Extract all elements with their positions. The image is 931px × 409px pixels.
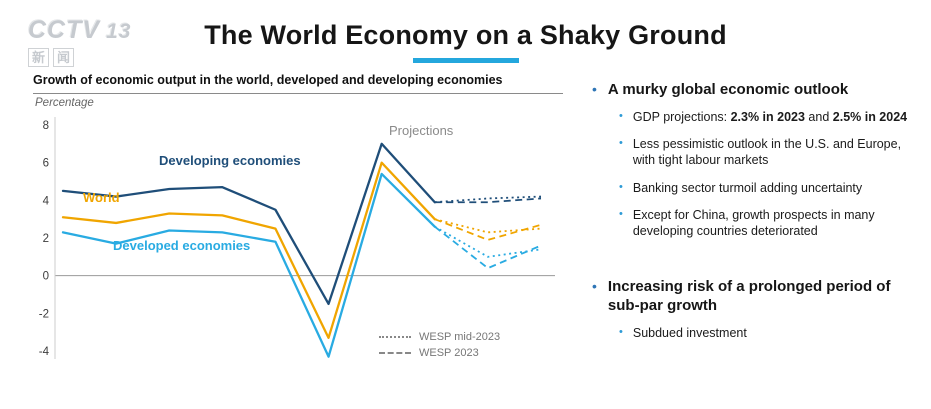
key-points-panel: • A murky global economic outlook • GDP … — [578, 71, 931, 363]
bullet-icon: • — [592, 278, 597, 295]
page-title: The World Economy on a Shaky Ground — [204, 20, 727, 50]
svg-text:-4: -4 — [39, 346, 50, 358]
svg-text:8: 8 — [43, 120, 49, 132]
chart-legend: WESP mid-2023 WESP 2023 — [379, 327, 500, 359]
svg-text:-2: -2 — [39, 308, 49, 320]
chart-canvas: 8 6 4 2 0 -2 -4 — [39, 117, 555, 359]
heading-rule — [33, 93, 563, 94]
legend-item-wesp-mid-2023: WESP mid-2023 — [379, 331, 500, 343]
list-item: • Except for China, growth prospects in … — [619, 207, 875, 238]
bullet-icon: • — [619, 207, 623, 220]
title-underline — [412, 58, 519, 63]
legend-item-wesp-2023: WESP 2023 — [379, 347, 500, 359]
bullet-icon: • — [592, 81, 597, 97]
cctv-logo-subtitle: 新 闻 — [28, 48, 131, 67]
projections-annotation: Projections — [389, 123, 454, 138]
series-label-world: World — [83, 190, 120, 205]
section-title-text: Increasing risk of a prolonged period of… — [607, 278, 891, 314]
svg-text:6: 6 — [43, 158, 49, 170]
list-item: • Subdued investment — [619, 325, 747, 340]
bullet-icon: • — [619, 180, 623, 193]
series-label-developed: Developed economies — [113, 238, 251, 253]
chart-heading: Growth of economic output in the world, … — [33, 73, 503, 87]
dashed-line-icon — [379, 352, 411, 354]
svg-text:4: 4 — [43, 195, 50, 207]
bullet-icon: • — [619, 137, 623, 149]
list-item: • GDP projections: 2.3% in 2023 and 2.5%… — [619, 109, 915, 125]
gdp-projections-text: GDP projections: 2.3% in 2023 and 2.5% i… — [632, 109, 908, 124]
cctv-logo-brand: CCTV — [28, 16, 101, 44]
svg-text:0: 0 — [43, 271, 49, 283]
content: Growth of economic output in the world, … — [0, 71, 931, 363]
bullet-icon: • — [619, 109, 623, 122]
chart-panel: Growth of economic output in the world, … — [0, 71, 578, 363]
y-axis-unit-label: Percentage — [35, 97, 94, 109]
line-chart: 8 6 4 2 0 -2 -4 Developing economies World Dev… — [33, 111, 573, 363]
dotted-line-icon — [379, 336, 411, 338]
header: The World Economy on a Shaky Ground — [0, 0, 931, 63]
svg-text:2: 2 — [43, 233, 49, 245]
section-gap — [592, 250, 915, 278]
cctv-logo: CCTV 13 新 闻 — [28, 16, 131, 67]
list-item: • Less pessimistic outlook in the U.S. a… — [619, 137, 902, 168]
bullet-icon: • — [619, 325, 623, 338]
list-item: • Banking sector turmoil adding uncertai… — [619, 180, 863, 195]
cctv-logo-text: CCTV 13 — [28, 16, 131, 45]
risk-sub-bullets: • Subdued investment — [619, 325, 915, 341]
cctv-logo-channel: 13 — [106, 20, 132, 43]
outlook-sub-bullets: • GDP projections: 2.3% in 2023 and 2.5%… — [619, 109, 915, 240]
series-label-developing: Developing economies — [159, 153, 301, 168]
section-title-risk: • Increasing risk of a prolonged period … — [592, 278, 915, 316]
section-title-outlook: • A murky global economic outlook — [592, 81, 915, 100]
legend-label: WESP 2023 — [419, 347, 479, 359]
legend-label: WESP mid-2023 — [419, 331, 501, 343]
section-title-text: A murky global economic outlook — [607, 81, 849, 98]
